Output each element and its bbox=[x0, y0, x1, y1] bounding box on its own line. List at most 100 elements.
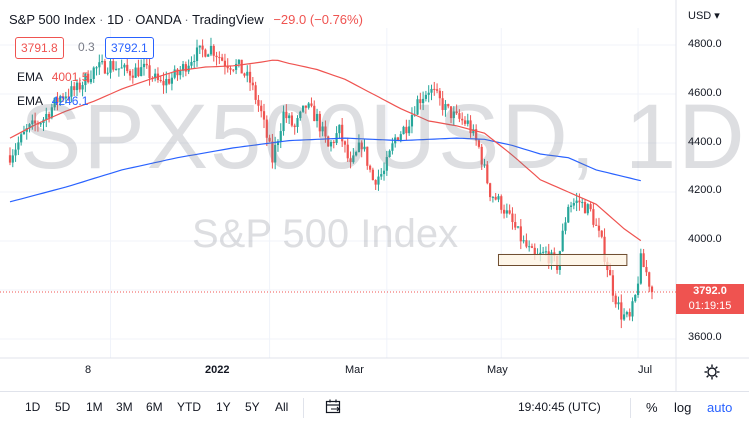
candle-body[interactable] bbox=[282, 111, 285, 132]
candle-body[interactable] bbox=[11, 155, 14, 163]
candle-body[interactable] bbox=[215, 55, 218, 58]
candle-body[interactable] bbox=[296, 118, 299, 127]
candle-body[interactable] bbox=[435, 89, 439, 91]
candle-body[interactable] bbox=[519, 226, 522, 242]
candle-body[interactable] bbox=[56, 97, 59, 103]
candle-body[interactable] bbox=[265, 119, 268, 138]
candle-body[interactable] bbox=[179, 70, 182, 76]
candle-body[interactable] bbox=[502, 209, 506, 214]
candle-body[interactable] bbox=[422, 98, 425, 104]
candle-body[interactable] bbox=[639, 253, 642, 284]
candle-body[interactable] bbox=[511, 213, 514, 223]
candle-body[interactable] bbox=[131, 75, 134, 78]
candle-body[interactable] bbox=[355, 152, 358, 156]
candle-body[interactable] bbox=[586, 204, 589, 214]
candle-body[interactable] bbox=[75, 82, 79, 91]
candle-body[interactable] bbox=[396, 137, 400, 141]
candle-body[interactable] bbox=[170, 77, 173, 84]
candle-body[interactable] bbox=[569, 205, 573, 207]
chart-settings-icon[interactable] bbox=[704, 364, 720, 380]
candle-body[interactable] bbox=[617, 302, 620, 305]
ema-fast-legend[interactable]: EMA 4001.5 bbox=[17, 70, 88, 84]
candle-body[interactable] bbox=[184, 64, 187, 72]
candle-body[interactable] bbox=[438, 90, 441, 99]
candle-body[interactable] bbox=[112, 61, 115, 70]
candle-body[interactable] bbox=[101, 61, 104, 63]
range-1y-button[interactable]: 1Y bbox=[216, 400, 231, 414]
candle-body[interactable] bbox=[360, 142, 363, 150]
candle-body[interactable] bbox=[120, 67, 123, 69]
candle-body[interactable] bbox=[583, 202, 587, 214]
candle-body[interactable] bbox=[505, 210, 508, 214]
candle-body[interactable] bbox=[290, 115, 294, 126]
candle-body[interactable] bbox=[212, 45, 215, 56]
candle-body[interactable] bbox=[575, 200, 578, 203]
range-1d-button[interactable]: 1D bbox=[25, 400, 41, 414]
candle-body[interactable] bbox=[622, 314, 626, 320]
candle-body[interactable] bbox=[368, 165, 372, 170]
candle-body[interactable] bbox=[106, 72, 109, 74]
candle-body[interactable] bbox=[31, 120, 34, 125]
candle-body[interactable] bbox=[232, 69, 235, 71]
candle-body[interactable] bbox=[279, 131, 282, 142]
candle-body[interactable] bbox=[611, 275, 615, 296]
candle-body[interactable] bbox=[34, 120, 37, 124]
candle-body[interactable] bbox=[581, 202, 584, 204]
candle-body[interactable] bbox=[530, 246, 534, 248]
candle-body[interactable] bbox=[98, 62, 101, 68]
candle-body[interactable] bbox=[486, 164, 489, 184]
candle-body[interactable] bbox=[631, 301, 634, 317]
candle-body[interactable] bbox=[223, 60, 227, 67]
candle-body[interactable] bbox=[20, 134, 23, 143]
candle-body[interactable] bbox=[176, 69, 179, 76]
utc-clock[interactable]: 19:40:45 (UTC) bbox=[518, 400, 601, 414]
candle-body[interactable] bbox=[642, 253, 645, 268]
candle-body[interactable] bbox=[458, 113, 461, 119]
candle-body[interactable] bbox=[218, 57, 221, 59]
candle-body[interactable] bbox=[603, 236, 606, 262]
candle-body[interactable] bbox=[92, 67, 95, 79]
candle-body[interactable] bbox=[123, 64, 126, 68]
currency-selector[interactable]: USD ▾ bbox=[688, 10, 720, 22]
range-all-button[interactable]: All bbox=[275, 400, 289, 414]
candle-body[interactable] bbox=[50, 107, 53, 118]
candle-body[interactable] bbox=[207, 54, 210, 57]
candle-body[interactable] bbox=[103, 61, 107, 74]
candle-body[interactable] bbox=[78, 82, 81, 90]
candle-body[interactable] bbox=[455, 111, 458, 114]
candle-body[interactable] bbox=[578, 200, 581, 203]
candle-body[interactable] bbox=[419, 99, 422, 104]
candle-body[interactable] bbox=[173, 69, 176, 78]
candle-body[interactable] bbox=[260, 105, 263, 112]
candle-body[interactable] bbox=[477, 140, 481, 147]
candle-body[interactable] bbox=[449, 106, 453, 119]
candle-body[interactable] bbox=[564, 222, 567, 231]
candle-body[interactable] bbox=[181, 64, 185, 71]
candle-body[interactable] bbox=[391, 143, 394, 151]
candle-body[interactable] bbox=[352, 155, 355, 163]
candle-body[interactable] bbox=[276, 141, 280, 146]
candle-body[interactable] bbox=[271, 141, 274, 163]
candle-body[interactable] bbox=[489, 183, 492, 198]
candle-body[interactable] bbox=[126, 64, 129, 71]
candle-body[interactable] bbox=[609, 270, 612, 276]
candle-body[interactable] bbox=[620, 302, 623, 320]
candle-body[interactable] bbox=[87, 73, 90, 83]
candle-body[interactable] bbox=[614, 295, 617, 305]
candle-body[interactable] bbox=[128, 70, 132, 76]
candle-body[interactable] bbox=[544, 251, 548, 253]
log-scale-toggle[interactable]: log bbox=[674, 400, 692, 415]
candle-body[interactable] bbox=[463, 120, 467, 124]
candle-body[interactable] bbox=[209, 45, 213, 55]
candle-body[interactable] bbox=[539, 252, 542, 255]
candle-body[interactable] bbox=[64, 96, 67, 99]
candle-body[interactable] bbox=[444, 104, 447, 110]
candle-body[interactable] bbox=[22, 131, 26, 135]
candle-body[interactable] bbox=[388, 150, 391, 158]
range-6m-button[interactable]: 6M bbox=[146, 400, 163, 414]
candle-body[interactable] bbox=[514, 222, 517, 228]
candle-body[interactable] bbox=[70, 86, 73, 97]
range-3m-button[interactable]: 3M bbox=[116, 400, 133, 414]
candle-body[interactable] bbox=[28, 124, 31, 129]
